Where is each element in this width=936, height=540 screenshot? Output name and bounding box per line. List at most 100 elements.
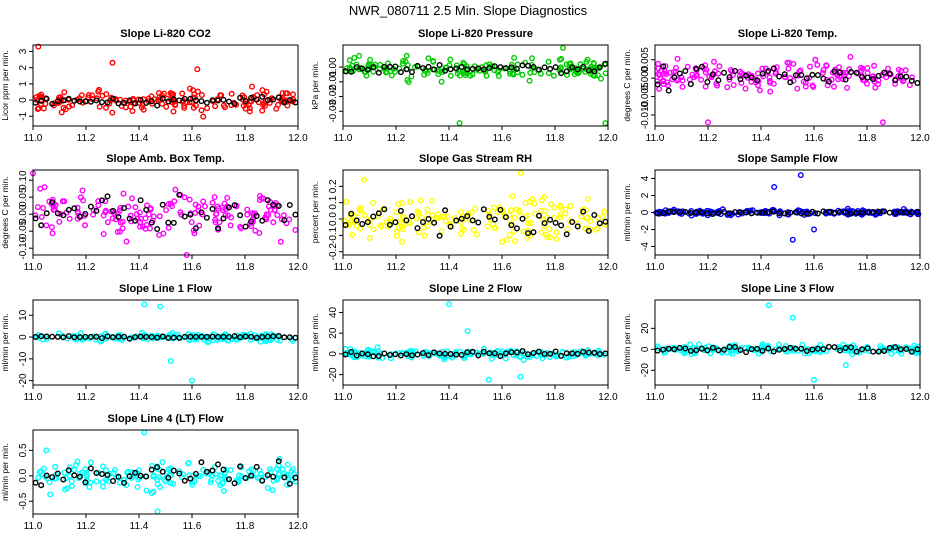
data-point bbox=[99, 463, 106, 470]
reference-point bbox=[825, 343, 832, 350]
reference-point bbox=[87, 203, 94, 210]
reference-point bbox=[148, 334, 155, 341]
outlier-point bbox=[194, 66, 201, 73]
x-tick-label: 11.0 bbox=[24, 133, 43, 144]
data-point bbox=[155, 474, 162, 481]
chart-panel: Slope Line 2 Flow ml/min per min. 11.0 11.2… bbox=[310, 283, 618, 403]
reference-point bbox=[765, 67, 772, 74]
reference-point bbox=[403, 66, 410, 73]
reference-point bbox=[591, 211, 598, 218]
reference-point bbox=[859, 209, 866, 216]
reference-point bbox=[563, 231, 570, 238]
reference-point bbox=[552, 219, 559, 226]
data-point bbox=[76, 95, 83, 102]
reference-point bbox=[159, 95, 166, 102]
data-point bbox=[92, 336, 99, 343]
reference-point bbox=[270, 473, 277, 480]
reference-point bbox=[242, 223, 249, 230]
reference-point bbox=[104, 333, 111, 340]
reference-point bbox=[209, 333, 216, 340]
reference-point bbox=[676, 208, 683, 215]
reference-point bbox=[881, 348, 888, 355]
reference-point bbox=[214, 97, 221, 104]
reference-point bbox=[825, 78, 832, 85]
reference-point bbox=[264, 197, 271, 204]
data-point bbox=[836, 64, 843, 71]
reference-point bbox=[109, 95, 116, 102]
reference-point bbox=[181, 333, 188, 340]
data-point bbox=[163, 103, 170, 110]
reference-point bbox=[547, 65, 554, 72]
outlier-point bbox=[456, 120, 463, 127]
reference-point bbox=[748, 74, 755, 81]
reference-point bbox=[665, 87, 672, 94]
reference-point bbox=[798, 71, 805, 78]
reference-point bbox=[825, 208, 832, 215]
data-point bbox=[664, 82, 671, 89]
reference-point bbox=[458, 63, 465, 70]
data-point bbox=[435, 71, 442, 78]
reference-point bbox=[159, 201, 166, 208]
data-point bbox=[543, 231, 550, 238]
reference-point bbox=[192, 333, 199, 340]
data-point bbox=[72, 462, 79, 469]
data-point bbox=[875, 81, 882, 88]
data-point bbox=[186, 99, 193, 106]
data-point bbox=[354, 214, 361, 221]
data-point bbox=[208, 476, 215, 483]
data-point bbox=[349, 231, 356, 238]
data-point bbox=[662, 63, 669, 70]
data-point bbox=[109, 109, 116, 116]
reference-point bbox=[348, 210, 355, 217]
reference-point bbox=[903, 209, 910, 216]
reference-point bbox=[776, 210, 783, 217]
x-tick-label: 11.8 bbox=[858, 262, 877, 273]
chart-panel: Slope Li-820 Pressure kPa per min. 11.0 11.… bbox=[310, 28, 618, 144]
outlier-point bbox=[464, 328, 471, 335]
data-point bbox=[100, 230, 107, 237]
reference-point bbox=[370, 64, 377, 71]
reference-point bbox=[431, 349, 438, 356]
reference-point bbox=[409, 68, 416, 75]
chart-panel: Slope Li-820 Temp. degrees C per min. 11.0… bbox=[622, 28, 930, 144]
reference-point bbox=[709, 210, 716, 217]
chart-title: Slope Amb. Box Temp. bbox=[106, 153, 225, 165]
data-point bbox=[724, 84, 731, 91]
reference-point bbox=[721, 346, 728, 353]
data-point bbox=[599, 213, 606, 220]
data-point bbox=[601, 208, 608, 215]
reference-point bbox=[392, 219, 399, 226]
plot-frame bbox=[342, 299, 609, 386]
reference-point bbox=[275, 458, 282, 465]
data-point bbox=[584, 56, 591, 63]
reference-point bbox=[359, 220, 366, 227]
reference-point bbox=[842, 209, 849, 216]
x-tick-label: 11.0 bbox=[24, 262, 43, 273]
reference-point bbox=[442, 67, 449, 74]
reference-point bbox=[698, 209, 705, 216]
data-point bbox=[558, 204, 565, 211]
data-point bbox=[38, 94, 45, 101]
data-point bbox=[524, 234, 531, 241]
x-tick-label: 11.0 bbox=[24, 392, 43, 403]
reference-point bbox=[259, 477, 266, 484]
data-point bbox=[378, 223, 385, 230]
data-point bbox=[204, 339, 211, 346]
y-tick-label: 0.1 bbox=[328, 195, 339, 209]
points bbox=[654, 53, 921, 126]
reference-point bbox=[381, 206, 388, 213]
reference-point bbox=[231, 100, 238, 107]
reference-point bbox=[687, 81, 694, 88]
y-tick-label: 0 bbox=[18, 97, 29, 103]
data-point bbox=[100, 483, 107, 490]
reference-point bbox=[687, 209, 694, 216]
y-tick-label: 1 bbox=[18, 81, 29, 87]
reference-point bbox=[126, 335, 133, 342]
plot-frame bbox=[32, 44, 299, 127]
reference-point bbox=[71, 334, 78, 341]
reference-point bbox=[203, 99, 210, 106]
reference-point bbox=[370, 213, 377, 220]
reference-point bbox=[132, 469, 139, 476]
data-point bbox=[766, 74, 773, 81]
reference-point bbox=[814, 210, 821, 217]
